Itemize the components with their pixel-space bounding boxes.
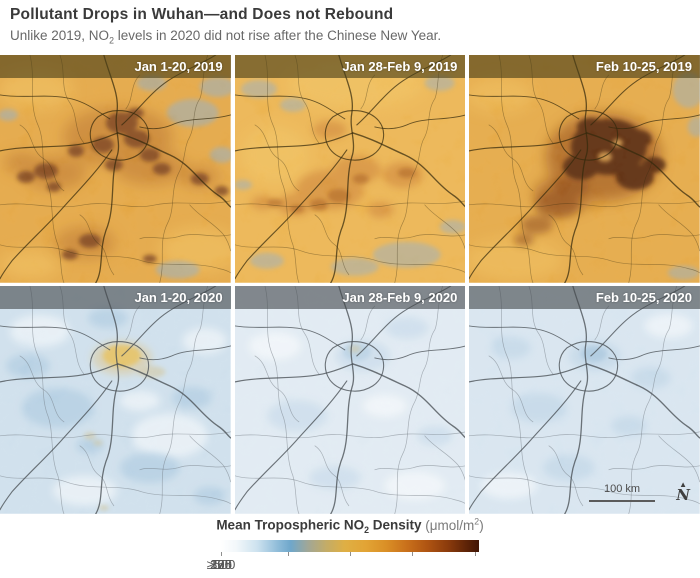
panel-date-label: Jan 1-20, 2019: [134, 59, 223, 74]
map-panel-feb10-25-2020: Feb 10-25, 2020 100 km ▲ N: [469, 286, 700, 514]
colorbar-tick: [221, 552, 222, 557]
colorbar-tick: [474, 552, 476, 557]
scale-bar-label: 100 km: [603, 483, 641, 495]
map-image-2020-feb-late: [469, 286, 700, 514]
panel-date-label: Jan 1-20, 2020: [134, 290, 223, 306]
panel-date-band: Jan 28-Feb 9, 2020: [234, 286, 466, 310]
figure-title: Pollutant Drops in Wuhan—and Does not Re…: [10, 6, 394, 23]
colorbar-tick-label: 250: [210, 557, 232, 573]
map-image-2019-feb-late: [469, 55, 700, 283]
compass-north-icon: ▲ N: [676, 481, 690, 503]
legend-unit: (μmol/m2): [425, 516, 484, 533]
panel-date-band: Jan 28-Feb 9, 2019: [234, 55, 466, 78]
panel-date-label: Jan 28-Feb 9, 2019: [342, 59, 458, 74]
colorbar: [221, 540, 479, 553]
map-image-2019-feb-early: [234, 55, 466, 283]
scale-bar: 100 km: [589, 479, 655, 502]
panel-date-band: Feb 10-25, 2019: [469, 55, 700, 78]
panel-date-label: Feb 10-25, 2019: [595, 59, 692, 74]
map-panel-feb10-25-2019: Feb 10-25, 2019: [469, 55, 700, 283]
colorbar-legend: Mean Tropospheric NO2 Density (μmol/m2) …: [0, 516, 700, 574]
map-image-2020-jan: [0, 286, 231, 514]
panel-date-band: Jan 1-20, 2019: [0, 55, 231, 78]
panel-date-label: Jan 28-Feb 9, 2020: [342, 290, 458, 306]
figure-header: Pollutant Drops in Wuhan—and Does not Re…: [10, 6, 690, 46]
legend-title: Mean Tropospheric NO2 Density (μmol/m2): [216, 516, 484, 536]
map-image-2020-feb-early: [234, 286, 466, 514]
map-image-2019-jan: [0, 55, 231, 283]
colorbar-wrap: 0 125 250 375 ≥500: [207, 540, 479, 574]
panel-date-band: Jan 1-20, 2020: [0, 286, 231, 310]
figure-subtitle: Unlike 2019, NO2 levels in 2020 did not …: [10, 28, 442, 46]
map-panel-jan28-feb9-2019: Jan 28-Feb 9, 2019: [234, 55, 466, 283]
compass-arrow-icon: ▲: [679, 480, 688, 489]
scale-bar-line: [589, 500, 655, 502]
colorbar-tick: [350, 552, 351, 557]
colorbar-tick: [287, 552, 289, 557]
panel-date-band: Feb 10-25, 2020: [469, 286, 700, 310]
colorbar-tick: [412, 552, 414, 557]
compass-north-label: N: [676, 486, 690, 504]
map-grid: Jan 1-20, 2019: [0, 55, 700, 514]
panel-date-label: Feb 10-25, 2020: [595, 290, 692, 306]
colorbar-tick-label: 125: [210, 557, 232, 573]
map-panel-jan1-20-2020: Jan 1-20, 2020: [0, 286, 231, 514]
colorbar-tick-label: ≥500: [206, 557, 236, 573]
map-panel-jan1-20-2019: Jan 1-20, 2019: [0, 55, 231, 283]
map-panel-jan28-feb9-2020: Jan 28-Feb 9, 2020: [234, 286, 466, 514]
colorbar-tick-label: 0: [217, 557, 225, 573]
colorbar-tick-label: 375: [210, 557, 232, 573]
